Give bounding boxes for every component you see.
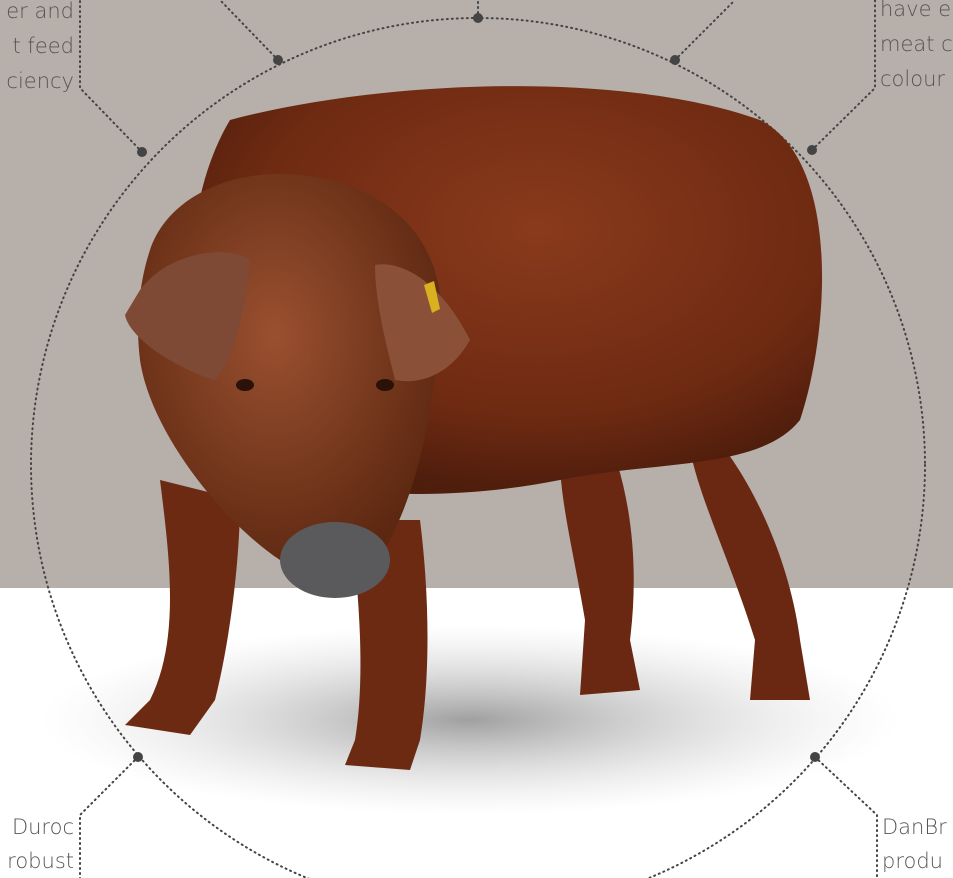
callout-text: have e (880, 0, 951, 21)
callout-dot (137, 147, 147, 157)
pig-eye (376, 379, 394, 391)
callout-dot (133, 752, 143, 762)
callout-dot (670, 55, 680, 65)
callout-dot (273, 55, 283, 65)
page: er and t feed ciency have e meat c colou… (0, 0, 953, 878)
callout-text: t feed (13, 34, 74, 58)
callout-text: colour (880, 67, 945, 91)
callout-text: er and (6, 0, 74, 23)
pig-eye (236, 379, 254, 391)
scene: er and t feed ciency have e meat c colou… (0, 0, 953, 878)
callout-text: Duroc (12, 815, 74, 839)
callout-text: ciency (6, 69, 74, 93)
callout-dot (473, 13, 483, 23)
callout-dot (807, 145, 817, 155)
callout-text: DanBr (882, 815, 947, 839)
callout-text: meat c (880, 32, 953, 56)
callout-text: robust (7, 849, 74, 873)
pig-snout (280, 522, 390, 598)
callout-dot (810, 752, 820, 762)
callout-text: produ (882, 849, 943, 873)
